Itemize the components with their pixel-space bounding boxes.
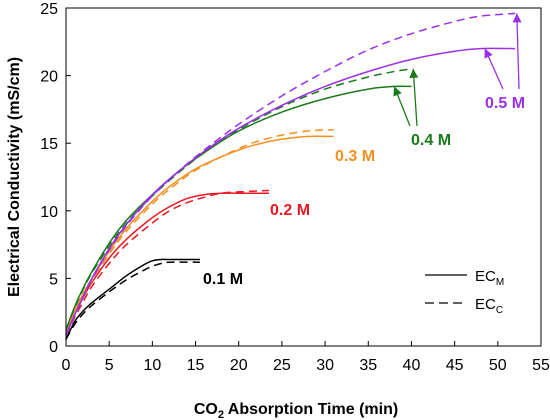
plot-lines [65,12,516,340]
x-tick-label: 20 [230,357,248,374]
series-line-04M-solid [65,85,412,331]
label-0.1M: 0.1 M [203,271,243,288]
y-axis-title: Electrical Conductivity (mS/cm) [6,57,23,297]
x-tick-label: 50 [489,357,507,374]
series-line-03M-dashed [65,128,334,333]
series-line-01M-solid [65,258,200,340]
x-tick-label: 15 [187,357,205,374]
x-tick-label: 10 [143,357,161,374]
annotation-arrows [393,13,522,127]
arrow-head [393,86,402,97]
y-tick-label: 15 [40,136,58,153]
legend-ecm-label: ECM [475,268,504,288]
label-0.4M: 0.4 M [411,132,451,149]
x-tick-label: 0 [62,357,71,374]
x-tick-label: 5 [105,357,114,374]
y-tick-label: 20 [40,69,58,86]
series-line-01M-dashed [65,261,200,340]
label-0.3M: 0.3 M [335,148,375,165]
axis-ticks: 0 5 10 15 20 25 30 35 40 45 50 55 0 5 10 15 20 25 [40,1,550,374]
label-0.5M: 0.5 M [485,95,525,112]
series-line-03M-solid [65,135,334,333]
x-tick-label: 25 [273,357,291,374]
series-line-04M-dashed [65,68,412,331]
x-tick-label: 55 [532,357,550,374]
arrow-line [516,13,520,90]
arrow-head [409,68,419,79]
y-tick-label: 25 [40,1,58,18]
x-tick-label: 35 [359,357,377,374]
plot-frame [65,7,542,347]
arrow-head [512,13,522,23]
arrow-line [412,68,418,127]
label-0.2M: 0.2 M [270,202,310,219]
x-axis-title: CO2 Absorption Time (min) [194,401,398,420]
y-tick-label: 5 [49,271,58,288]
y-tick-label: 10 [40,204,58,221]
legend-ecc-label: ECC [475,296,503,316]
legend: ECM ECC [425,268,504,316]
x-tick-label: 40 [403,357,421,374]
y-tick-label: 0 [49,339,58,356]
x-tick-label: 30 [316,357,334,374]
arrow-head [484,48,493,59]
series-line-02M-dashed [65,189,270,336]
series-line-05M-dashed [65,12,516,336]
x-tick-label: 45 [446,357,464,374]
